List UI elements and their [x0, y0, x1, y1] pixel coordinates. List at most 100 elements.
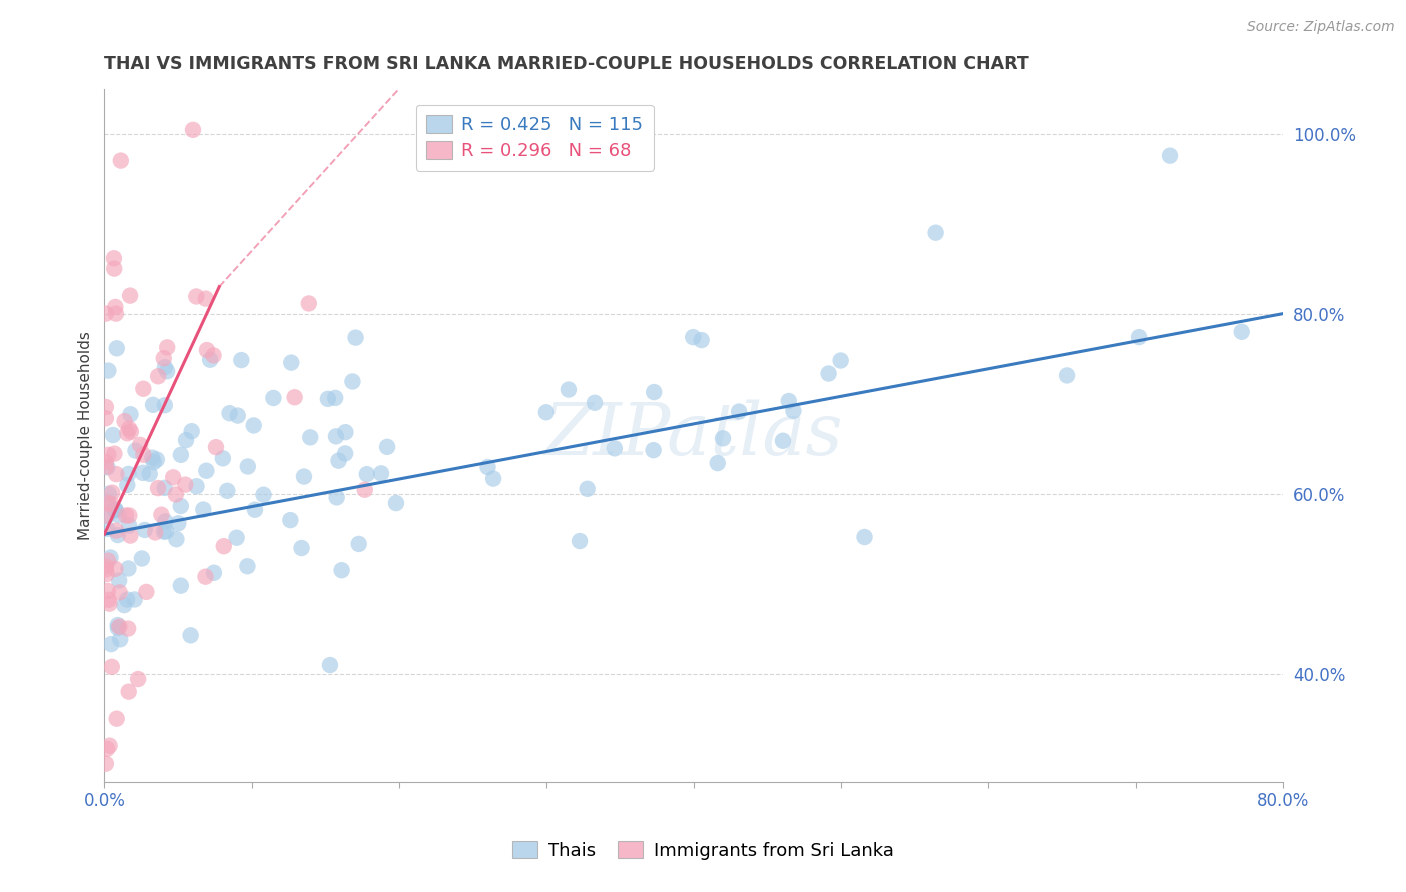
Point — [186, 289, 208, 303]
Point — [120, 288, 142, 302]
Point — [153, 524, 176, 539]
Legend: R = 0.425   N = 115, R = 0.296   N = 68: R = 0.425 N = 115, R = 0.296 N = 68 — [416, 104, 654, 171]
Point — [100, 497, 122, 511]
Point — [100, 550, 122, 565]
Point — [101, 485, 124, 500]
Point — [94, 455, 117, 469]
Point — [105, 712, 128, 726]
Point — [162, 470, 184, 484]
Point — [94, 411, 117, 425]
Point — [96, 567, 118, 582]
Point — [202, 348, 225, 362]
Point — [98, 597, 121, 611]
Point — [132, 382, 155, 396]
Point — [155, 524, 177, 539]
Point — [262, 391, 284, 405]
Point — [94, 508, 117, 523]
Point — [129, 438, 152, 452]
Point — [711, 431, 734, 445]
Point — [138, 467, 160, 481]
Point — [155, 514, 177, 528]
Point — [385, 496, 408, 510]
Point — [104, 562, 127, 576]
Point — [96, 522, 118, 536]
Point — [194, 292, 217, 306]
Y-axis label: Married-couple Households: Married-couple Households — [79, 331, 93, 540]
Point — [174, 477, 197, 491]
Point — [94, 307, 117, 321]
Point — [353, 483, 375, 497]
Point — [603, 442, 626, 456]
Text: THAI VS IMMIGRANTS FROM SRI LANKA MARRIED-COUPLE HOUSEHOLDS CORRELATION CHART: THAI VS IMMIGRANTS FROM SRI LANKA MARRIE… — [104, 55, 1029, 73]
Point — [143, 525, 166, 540]
Point — [117, 478, 139, 492]
Point — [335, 425, 357, 439]
Point — [117, 467, 139, 481]
Point — [583, 396, 606, 410]
Point — [115, 508, 138, 523]
Point — [165, 532, 187, 546]
Point — [156, 364, 179, 378]
Point — [242, 418, 264, 433]
Point — [100, 637, 122, 651]
Point — [142, 455, 165, 469]
Point — [96, 460, 118, 475]
Point — [643, 443, 665, 458]
Point — [112, 598, 135, 612]
Point — [218, 406, 240, 420]
Point — [134, 523, 156, 537]
Point — [94, 559, 117, 574]
Point — [97, 583, 120, 598]
Point — [682, 330, 704, 344]
Point — [181, 123, 204, 137]
Point — [370, 467, 392, 481]
Point — [108, 619, 131, 633]
Point — [225, 531, 247, 545]
Point — [142, 398, 165, 412]
Point — [97, 487, 120, 501]
Point — [110, 153, 132, 168]
Point — [98, 739, 121, 753]
Point — [292, 469, 315, 483]
Point — [108, 508, 131, 523]
Point — [333, 446, 356, 460]
Point — [124, 592, 146, 607]
Point — [325, 429, 347, 443]
Point — [212, 539, 235, 553]
Point — [103, 502, 125, 516]
Text: ZIPatlas: ZIPatlas — [544, 400, 844, 470]
Point — [347, 537, 370, 551]
Point — [120, 528, 142, 542]
Point — [94, 563, 117, 577]
Point — [104, 503, 127, 517]
Point — [108, 632, 131, 647]
Point — [97, 592, 120, 607]
Point — [558, 383, 581, 397]
Point — [236, 459, 259, 474]
Point — [146, 481, 169, 495]
Point — [643, 385, 665, 400]
Point — [101, 428, 124, 442]
Point — [728, 404, 751, 418]
Point — [132, 448, 155, 462]
Point — [153, 481, 176, 495]
Point — [193, 502, 215, 516]
Point — [156, 340, 179, 354]
Point — [118, 422, 141, 436]
Point — [569, 534, 592, 549]
Point — [105, 524, 128, 538]
Point — [325, 491, 347, 505]
Point — [328, 453, 350, 467]
Point — [153, 398, 176, 412]
Point — [231, 353, 253, 368]
Point — [1128, 330, 1150, 344]
Point — [280, 356, 302, 370]
Point — [96, 495, 118, 509]
Point — [103, 261, 125, 276]
Point — [356, 467, 378, 482]
Point — [94, 459, 117, 474]
Point — [319, 658, 342, 673]
Point — [105, 467, 128, 482]
Point — [299, 430, 322, 444]
Point — [96, 741, 118, 756]
